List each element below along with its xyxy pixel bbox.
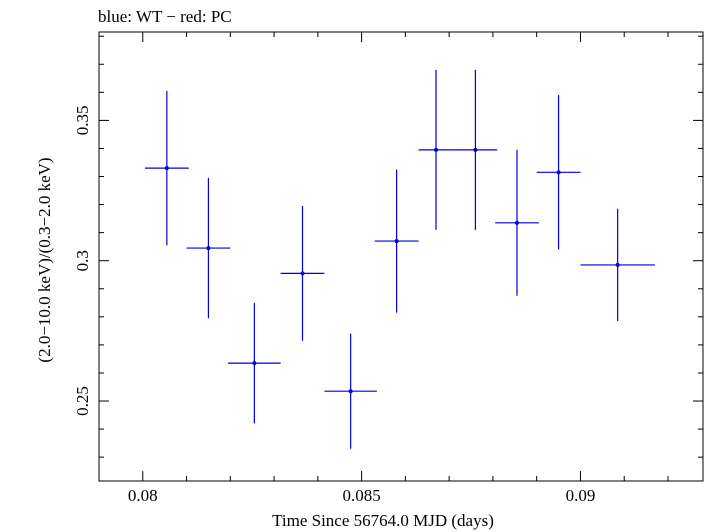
point-marker (252, 361, 257, 366)
data-point (144, 90, 189, 246)
point-marker (300, 271, 305, 276)
point-marker (348, 389, 353, 394)
plot-frame (98, 31, 704, 482)
point-marker (556, 170, 561, 175)
y-tick-label: 0.3 (73, 250, 92, 271)
data-point (453, 69, 498, 230)
x-tick-label: 0.08 (128, 486, 158, 505)
point-marker (394, 239, 399, 244)
y-tick-label: 0.35 (73, 106, 92, 136)
y-axis-label: (2.0−10.0 keV)/(0.3−2.0 keV) (35, 157, 54, 362)
data-point (374, 169, 419, 313)
point-marker (164, 166, 169, 171)
data-point (418, 69, 454, 230)
tick-labels: 0.08 0.085 0.09 0.25 0.3 0.35 (73, 106, 595, 505)
axis-ticks (98, 32, 703, 481)
data-point (324, 333, 377, 449)
x-tick-label: 0.09 (566, 486, 596, 505)
point-marker (514, 220, 519, 225)
data-points (144, 69, 655, 449)
point-marker (473, 147, 478, 152)
data-point (280, 205, 325, 341)
point-marker (615, 262, 620, 267)
data-point (228, 302, 281, 424)
data-point (495, 149, 539, 296)
x-tick-label: 0.085 (342, 486, 380, 505)
data-point (536, 95, 581, 250)
data-point (186, 177, 231, 319)
point-marker (206, 246, 211, 251)
y-tick-label: 0.25 (73, 386, 92, 416)
chart-title: blue: WT − red: PC (98, 7, 232, 26)
x-axis-label: Time Since 56764.0 MJD (days) (272, 511, 494, 530)
data-point (580, 208, 655, 322)
point-marker (434, 147, 439, 152)
